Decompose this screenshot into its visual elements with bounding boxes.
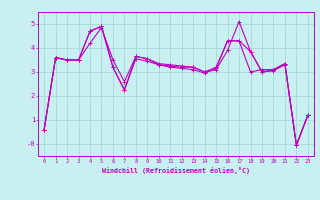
- X-axis label: Windchill (Refroidissement éolien,°C): Windchill (Refroidissement éolien,°C): [102, 167, 250, 174]
